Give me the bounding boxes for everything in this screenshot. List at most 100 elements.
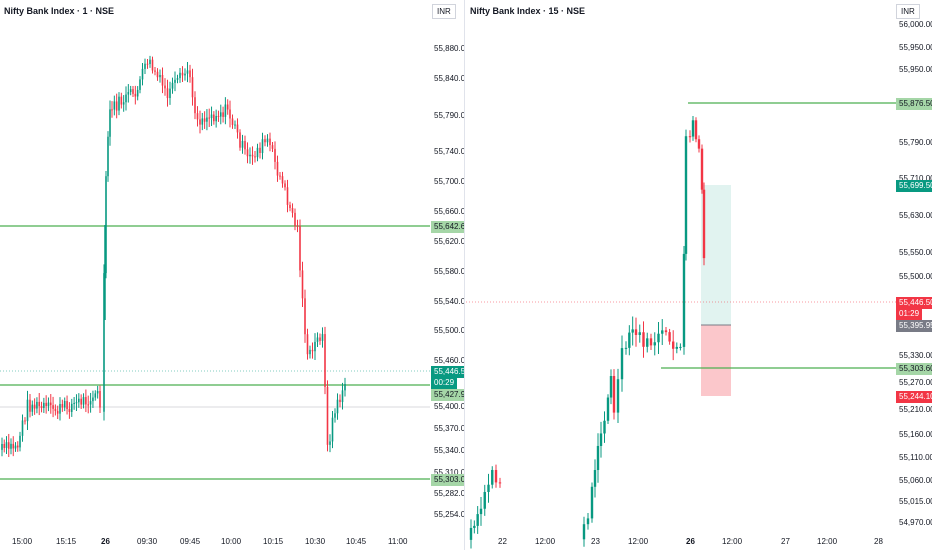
candle-body: [596, 445, 600, 471]
candle-body: [244, 140, 246, 150]
candle-body: [261, 139, 264, 154]
candle-body: [616, 379, 620, 413]
candle-body: [251, 154, 254, 157]
candle-body: [672, 341, 675, 349]
candle-body: [146, 63, 149, 65]
candle-body: [311, 349, 314, 352]
left-time-tick: 10:45: [346, 537, 367, 546]
candle-body: [139, 79, 141, 90]
position-profit-zone: [701, 185, 731, 325]
candle-body: [66, 401, 68, 410]
candle-body: [612, 376, 616, 413]
candle-body: [254, 156, 256, 158]
candle-body: [269, 138, 271, 146]
candle-body: [174, 79, 176, 83]
candle-body: [256, 147, 259, 158]
candle-body: [274, 148, 276, 162]
candle-body: [107, 136, 109, 177]
candle-body: [224, 104, 227, 117]
left-price-tick: 55,254.00: [434, 510, 465, 519]
candle-body: [638, 332, 641, 335]
right-time-tick: 26: [686, 537, 695, 546]
left-price-tick: 55,500.00: [434, 326, 465, 335]
candle-body: [21, 420, 24, 436]
candle-body: [96, 391, 99, 394]
candle-body: [309, 349, 311, 355]
candle-body: [628, 332, 631, 348]
right-price-tick: 55,060.00: [899, 476, 932, 485]
candle-body: [103, 273, 105, 412]
candle-body: [134, 93, 137, 97]
left-level-tag: 55,427.90: [431, 389, 464, 401]
right-chart-pane[interactable]: Nifty Bank Index · 15 · NSE INR 56,000.0…: [466, 0, 932, 550]
candle-body: [324, 334, 326, 387]
left-price-tick: 55,460.00: [434, 356, 465, 365]
candle-body: [26, 399, 29, 422]
candle-body: [194, 97, 196, 114]
candle-body: [159, 74, 161, 78]
left-price-tick: 55,790.00: [434, 111, 465, 120]
candle-body: [259, 147, 261, 154]
candle-body: [136, 89, 139, 97]
right-price-tick: 55,950.00: [899, 43, 932, 52]
left-level-tag: 55,303.00: [431, 474, 464, 486]
candle-body: [582, 524, 586, 540]
right-currency-button[interactable]: INR: [896, 4, 920, 19]
candle-body: [586, 518, 590, 525]
candle-body: [226, 104, 229, 110]
candle-body: [196, 113, 199, 120]
candle-body: [16, 445, 19, 448]
candle-body: [344, 384, 346, 391]
left-price-tick: 55,660.00: [434, 207, 465, 216]
left-currency-button[interactable]: INR: [432, 4, 456, 19]
candle-body: [149, 59, 151, 65]
candle-body: [329, 441, 331, 445]
right-price-tick: 55,630.00: [899, 211, 932, 220]
candle-body: [664, 330, 668, 333]
candle-body: [52, 405, 54, 409]
candle-body: [249, 154, 251, 157]
candle-body: [63, 401, 66, 408]
left-candlestick-chart[interactable]: [0, 0, 464, 550]
candle-body: [70, 403, 73, 412]
left-price-tick: 55,340.00: [434, 446, 465, 455]
candle-body: [176, 78, 179, 80]
candle-body: [688, 136, 692, 138]
candle-body: [702, 189, 706, 259]
candle-body: [38, 401, 41, 407]
candle-body: [179, 72, 181, 79]
candle-body: [296, 225, 299, 227]
candle-body: [217, 115, 220, 117]
candle-body: [203, 118, 206, 122]
right-price-tick: 55,270.00: [899, 378, 932, 387]
candle-body: [321, 334, 324, 341]
candle-body: [341, 390, 344, 403]
left-countdown-tag: 00:29: [431, 377, 458, 389]
candle-body: [231, 118, 234, 125]
right-time-tick: 12:00: [535, 537, 556, 546]
candle-body: [304, 298, 306, 335]
right-price-tick: 55,210.00: [899, 405, 932, 414]
right-candlestick-chart[interactable]: [466, 0, 932, 550]
candle-body: [78, 398, 80, 403]
left-chart-pane[interactable]: Nifty Bank Index · 1 · NSE INR 55,880.00…: [0, 0, 465, 550]
right-last-price-tag: 55,446.50: [896, 297, 932, 309]
candle-body: [94, 393, 97, 398]
candle-body: [109, 109, 111, 137]
candle-body: [215, 115, 217, 122]
right-price-tick: 56,000.00: [899, 20, 932, 29]
right-time-tick: 12:00: [722, 537, 743, 546]
right-price-tick: 55,330.00: [899, 351, 932, 360]
candle-body: [49, 402, 52, 406]
candle-body: [14, 445, 17, 449]
candle-body: [266, 138, 269, 143]
candle-body: [43, 402, 45, 408]
left-time-tick: 10:15: [263, 537, 284, 546]
candle-body: [657, 333, 660, 343]
right-chart-title: Nifty Bank Index · 15 · NSE: [470, 6, 586, 16]
candle-body: [479, 508, 483, 515]
candle-body: [213, 114, 215, 122]
candle-body: [154, 70, 156, 72]
candle-body: [319, 337, 321, 341]
candle-body: [75, 402, 78, 404]
